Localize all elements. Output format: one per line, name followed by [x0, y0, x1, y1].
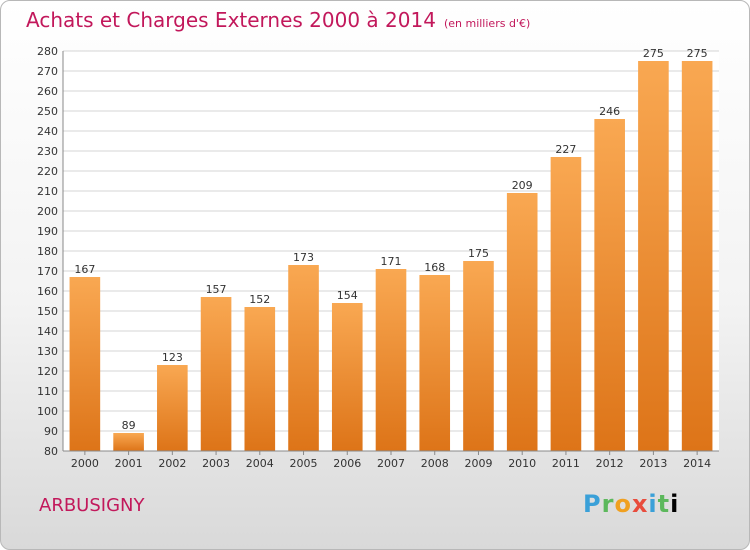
y-tick-label: 110: [37, 385, 58, 398]
bar-2004: [244, 307, 276, 451]
bar-2009: [463, 261, 494, 451]
x-tick-label-2014: 2014: [683, 457, 711, 470]
x-tick-label-2013: 2013: [639, 457, 667, 470]
y-tick-label: 190: [37, 225, 58, 238]
y-tick-label: 130: [37, 345, 58, 358]
y-tick-label: 100: [37, 405, 58, 418]
bar-2008: [419, 275, 451, 451]
y-tick-label: 270: [37, 65, 58, 78]
chart-title-text: Achats et Charges Externes 2000 à 2014: [26, 8, 436, 32]
y-tick-label: 230: [37, 145, 58, 158]
x-tick-label-2011: 2011: [552, 457, 580, 470]
y-tick-label: 80: [44, 445, 58, 458]
value-label-2009: 175: [468, 247, 489, 260]
y-tick-label: 280: [37, 45, 58, 58]
value-label-2001: 89: [122, 419, 136, 432]
bar-2011: [550, 157, 582, 451]
y-tick-label: 120: [37, 365, 58, 378]
bar-2000: [69, 277, 101, 451]
bar-2013: [638, 61, 669, 451]
value-label-2003: 157: [206, 283, 227, 296]
x-tick-label-2008: 2008: [421, 457, 449, 470]
chart-subtitle: (en milliers d'€): [443, 17, 531, 30]
x-tick-label-2004: 2004: [246, 457, 274, 470]
place-name: ARBUSIGNY: [39, 495, 145, 516]
value-label-2005: 173: [293, 251, 314, 264]
value-label-2010: 209: [512, 179, 533, 192]
bar-2010: [506, 193, 538, 451]
value-label-2007: 171: [381, 255, 402, 268]
x-tick-label-2002: 2002: [158, 457, 186, 470]
x-tick-label-2001: 2001: [115, 457, 143, 470]
y-tick-label: 220: [37, 165, 58, 178]
proxiti-logo: Proxiti: [583, 490, 680, 518]
x-tick-label-2003: 2003: [202, 457, 230, 470]
y-tick-label: 200: [37, 205, 58, 218]
value-label-2008: 168: [424, 261, 445, 274]
y-tick-label: 210: [37, 185, 58, 198]
x-tick-label-2005: 2005: [290, 457, 318, 470]
x-tick-label-2007: 2007: [377, 457, 405, 470]
x-tick-label-2009: 2009: [464, 457, 492, 470]
y-tick-label: 160: [37, 285, 58, 298]
bar-2003: [200, 297, 232, 451]
bar-2006: [331, 303, 363, 451]
bar-2012: [594, 119, 625, 451]
bar-2002: [157, 365, 188, 451]
value-label-2013: 275: [643, 47, 664, 60]
bar-2014: [681, 61, 713, 451]
value-label-2002: 123: [162, 351, 183, 364]
y-tick-label: 150: [37, 305, 58, 318]
y-tick-label: 170: [37, 265, 58, 278]
value-label-2011: 227: [555, 143, 576, 156]
y-tick-label: 140: [37, 325, 58, 338]
chart-title: Achats et Charges Externes 2000 à 2014 (e…: [26, 8, 530, 32]
y-tick-label: 260: [37, 85, 58, 98]
x-tick-label-2010: 2010: [508, 457, 536, 470]
bar-2005: [288, 265, 319, 451]
value-label-2000: 167: [74, 263, 95, 276]
x-tick-label-2006: 2006: [333, 457, 361, 470]
bar-2001: [113, 433, 144, 451]
bars: 167 89 123 157 152 173 154 171 168 175 209 227 246 27…: [69, 47, 713, 451]
axes: 80 90 100 110 120 130 140 150 160 170 180 190 200 210…: [37, 45, 719, 470]
value-label-2014: 275: [687, 47, 708, 60]
y-tick-label: 240: [37, 125, 58, 138]
value-label-2012: 246: [599, 105, 620, 118]
value-label-2004: 152: [249, 293, 270, 306]
value-label-2006: 154: [337, 289, 358, 302]
bar-2007: [375, 269, 407, 451]
y-tick-label: 180: [37, 245, 58, 258]
x-tick-label-2000: 2000: [71, 457, 99, 470]
y-tick-label: 250: [37, 105, 58, 118]
y-tick-label: 90: [44, 425, 58, 438]
x-tick-label-2012: 2012: [596, 457, 624, 470]
